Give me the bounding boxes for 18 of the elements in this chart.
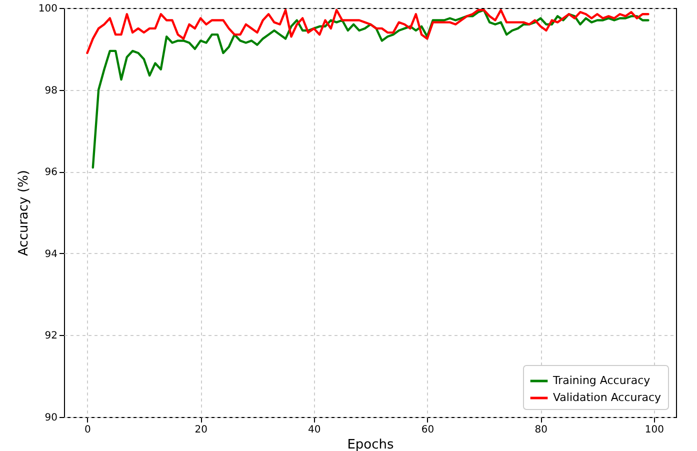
y-tick-label: 92 bbox=[44, 330, 58, 342]
y-axis-title: Accuracy (%) bbox=[16, 170, 32, 256]
y-tick-label: 98 bbox=[44, 85, 58, 96]
legend-label: Training Accuracy bbox=[552, 374, 651, 387]
y-tick-label: 100 bbox=[38, 4, 58, 14]
x-tick-label: 0 bbox=[84, 424, 91, 436]
y-tick-label: 96 bbox=[44, 167, 58, 178]
x-tick-label: 80 bbox=[534, 424, 548, 436]
x-tick-label: 60 bbox=[421, 424, 434, 436]
x-axis-title: Epochs bbox=[347, 438, 394, 451]
x-tick-label: 20 bbox=[194, 424, 208, 436]
line-series bbox=[92, 8, 650, 169]
legend-label: Validation Accuracy bbox=[553, 391, 662, 404]
y-tick-label: 94 bbox=[44, 248, 58, 260]
x-tick-label: 100 bbox=[644, 424, 664, 436]
y-tick-label: 90 bbox=[44, 412, 58, 424]
line-series bbox=[86, 8, 650, 54]
x-tick-label: 40 bbox=[308, 424, 321, 436]
